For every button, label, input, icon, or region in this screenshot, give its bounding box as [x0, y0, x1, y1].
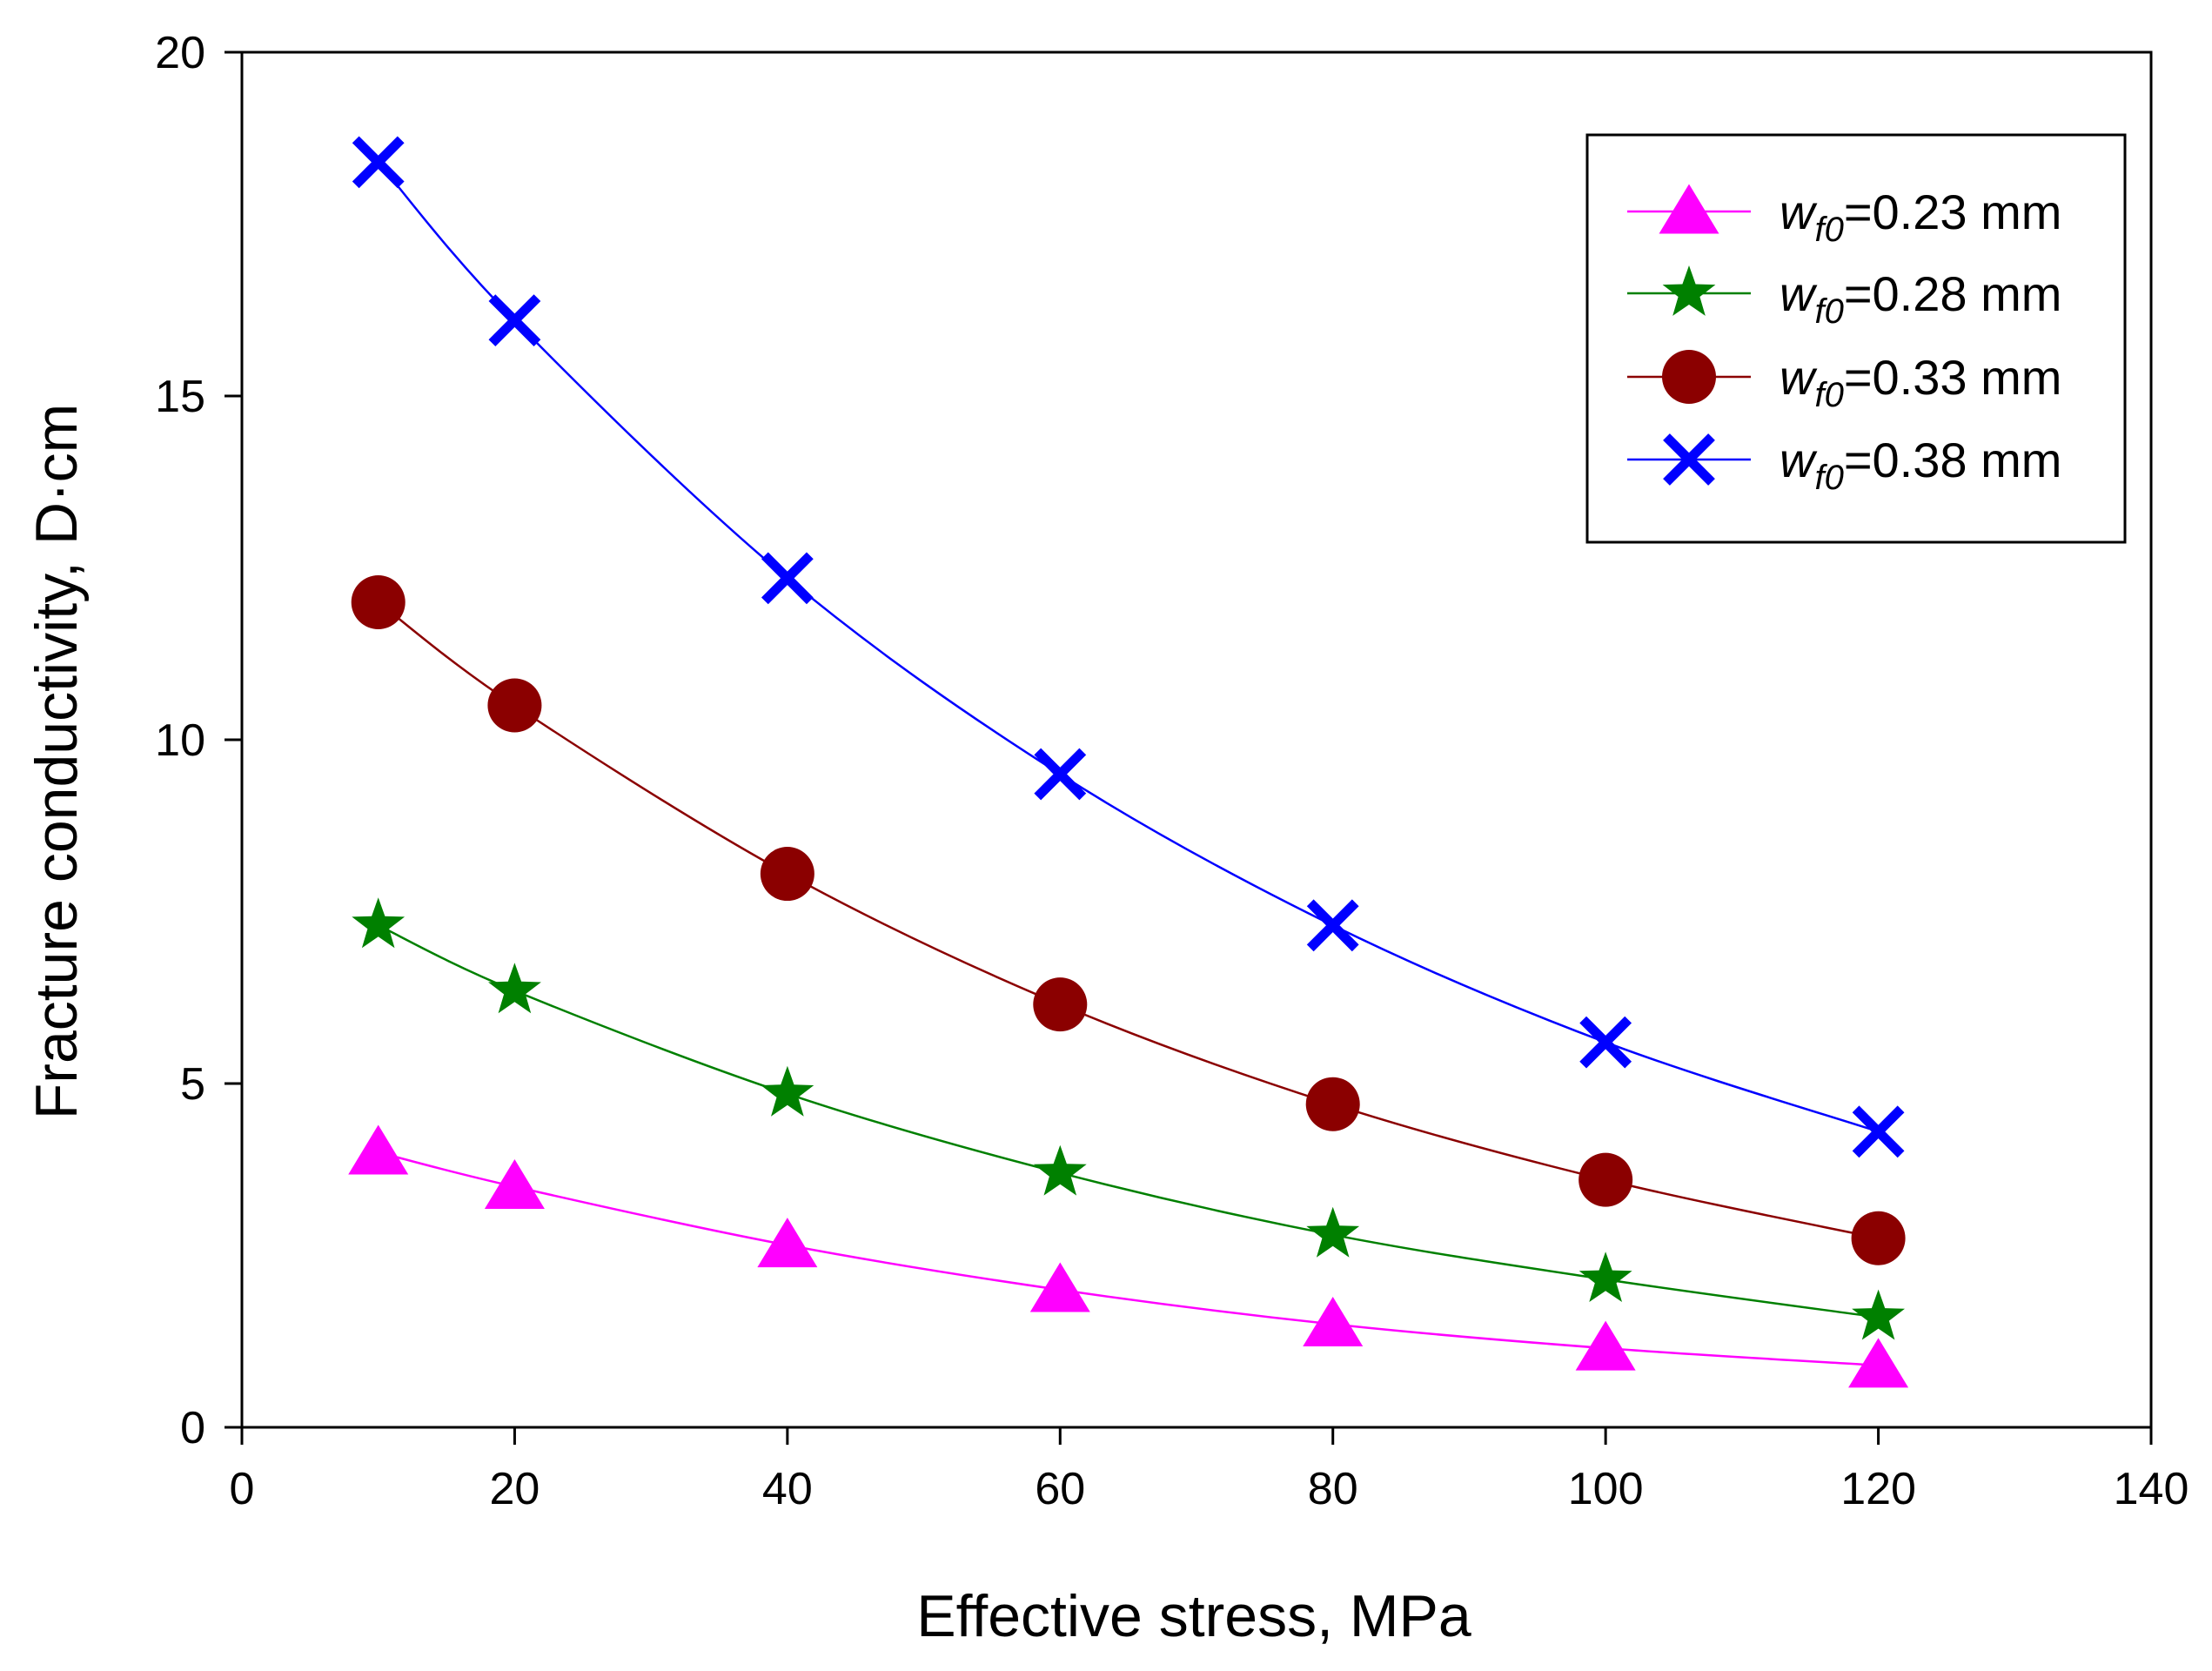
legend-label-sub: f0	[1814, 292, 1843, 331]
legend-label-sub: f0	[1814, 376, 1843, 414]
legend-entry: wf0=0.38 mm	[1627, 433, 2061, 497]
data-point-x	[1579, 1016, 1632, 1069]
data-point-x-stroke	[1034, 748, 1087, 801]
data-point-circle	[760, 847, 814, 902]
legend-marker	[1663, 433, 1715, 486]
data-point-x-stroke	[352, 136, 405, 189]
legend-label: wf0=0.38 mm	[1780, 433, 2061, 497]
legend-label: wf0=0.23 mm	[1780, 185, 2061, 249]
data-point-x	[1306, 899, 1359, 952]
data-point-x-stroke	[761, 552, 814, 605]
x-tick-label: 40	[762, 1464, 813, 1514]
data-point-star	[488, 963, 541, 1014]
data-point-triangle	[484, 1159, 545, 1209]
data-point-x-stroke	[1579, 1016, 1632, 1069]
data-point-triangle	[1303, 1297, 1364, 1346]
series-layer	[348, 136, 1909, 1388]
legend-label-rest: =0.33 mm	[1844, 350, 2062, 405]
y-tick-label: 20	[155, 28, 205, 78]
legend-marker	[1659, 184, 1719, 234]
series-line	[378, 1151, 1879, 1367]
data-point-x	[761, 552, 814, 605]
legend-label-rest: =0.23 mm	[1844, 185, 2062, 239]
legend-label-sub: f0	[1814, 211, 1843, 249]
data-point-star	[1033, 1144, 1087, 1196]
legend-marker-stroke	[1663, 433, 1715, 486]
x-tick-label: 120	[1840, 1464, 1916, 1514]
data-point-star	[1579, 1252, 1632, 1302]
data-point-x	[488, 294, 541, 346]
series-line	[377, 601, 1879, 1239]
legend-entry: wf0=0.23 mm	[1627, 184, 2061, 249]
x-tick-label: 140	[2114, 1464, 2189, 1514]
data-point-circle	[1033, 977, 1088, 1032]
data-point-circle	[487, 678, 542, 733]
x-tick-label: 100	[1568, 1464, 1644, 1514]
y-tick-label: 10	[155, 715, 205, 766]
x-tick-label: 20	[490, 1464, 540, 1514]
legend-marker	[1662, 265, 1716, 316]
data-point-x	[1034, 748, 1087, 801]
data-point-triangle	[1848, 1338, 1909, 1388]
data-point-star	[1306, 1206, 1360, 1258]
legend-label: wf0=0.33 mm	[1780, 350, 2061, 414]
y-tick-label: 15	[155, 372, 205, 422]
data-point-triangle	[757, 1218, 818, 1268]
legend-marker	[1662, 350, 1716, 404]
data-point-star	[761, 1065, 814, 1117]
series-line	[378, 924, 1879, 1319]
axes-layer: 0 20 40 60 80 100 120 140 0 5 10 15 20	[155, 28, 2189, 1514]
x-tick-label: 0	[230, 1464, 255, 1514]
data-point-circle	[1851, 1211, 1906, 1265]
data-point-triangle	[1029, 1262, 1090, 1312]
legend-label-main: w	[1780, 433, 1818, 487]
legend-label-sub: f0	[1814, 459, 1843, 497]
data-point-triangle	[1575, 1320, 1636, 1371]
legend-label: wf0=0.28 mm	[1780, 266, 2061, 331]
data-point-star	[352, 897, 406, 949]
data-point-x-stroke	[1852, 1105, 1905, 1158]
data-point-x-stroke	[1306, 899, 1359, 952]
legend-label-rest: =0.38 mm	[1844, 433, 2062, 487]
legend-entry: wf0=0.28 mm	[1627, 265, 2061, 331]
x-tick-label: 60	[1035, 1464, 1085, 1514]
y-tick-label: 5	[180, 1059, 205, 1110]
series-0	[348, 1124, 1909, 1388]
data-point-x	[1852, 1105, 1905, 1158]
x-tick-label: 80	[1308, 1464, 1358, 1514]
series-2	[351, 575, 1906, 1265]
data-point-x-stroke	[488, 294, 541, 346]
legend-label-main: w	[1780, 350, 1818, 405]
data-point-x	[352, 136, 405, 189]
y-axis-title: Fracture conductivity, D·cm	[23, 404, 90, 1119]
legend-entry: wf0=0.33 mm	[1627, 350, 2061, 414]
data-point-circle	[1579, 1152, 1633, 1207]
data-point-circle	[1305, 1077, 1360, 1131]
data-point-star	[1852, 1289, 1905, 1340]
x-axis-title: Effective stress, MPa	[916, 1583, 1471, 1649]
y-tick-label: 0	[180, 1403, 205, 1453]
series-3	[352, 136, 1905, 1158]
legend-label-main: w	[1780, 185, 1818, 239]
data-point-triangle	[348, 1124, 409, 1175]
legend-label-rest: =0.28 mm	[1844, 266, 2062, 321]
legend-label-main: w	[1780, 266, 1818, 321]
data-point-circle	[351, 575, 406, 629]
series-1	[352, 897, 1905, 1340]
